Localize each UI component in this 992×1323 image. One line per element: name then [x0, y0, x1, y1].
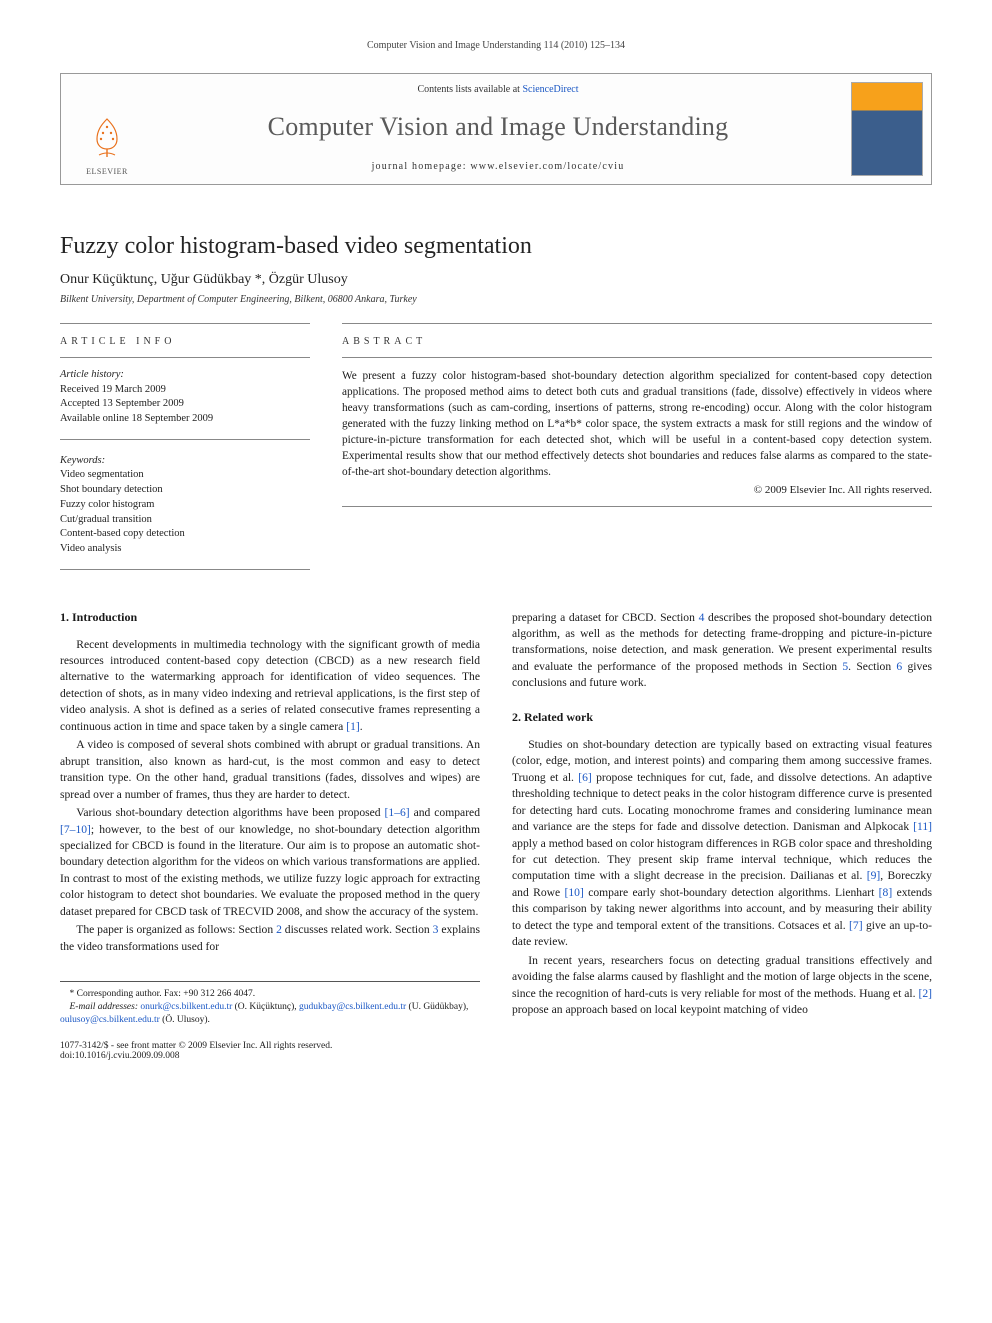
keyword-item: Cut/gradual transition [60, 513, 310, 528]
journal-cover-thumbnail [851, 82, 923, 176]
journal-title: Computer Vision and Image Understanding [161, 112, 835, 142]
footnotes-block: * Corresponding author. Fax: +90 312 266… [60, 981, 480, 1026]
body-paragraph: preparing a dataset for CBCD. Section 4 … [512, 610, 932, 692]
keyword-item: Fuzzy color histogram [60, 498, 310, 513]
elsevier-tree-icon [86, 115, 128, 165]
body-paragraph: In recent years, researchers focus on de… [512, 953, 932, 1019]
right-text-column: preparing a dataset for CBCD. Section 4 … [512, 610, 932, 1027]
front-matter-line: 1077-3142/$ - see front matter © 2009 El… [60, 1041, 332, 1051]
homepage-prefix: journal homepage: [372, 161, 471, 172]
article-info-column: ARTICLE INFO Article history: Received 1… [60, 323, 310, 570]
abstract-heading: ABSTRACT [342, 324, 932, 357]
body-paragraph: Various shot-boundary detection algorith… [60, 805, 480, 920]
abstract-column: ABSTRACT We present a fuzzy color histog… [342, 323, 932, 570]
citation-link[interactable]: [7–10] [60, 823, 91, 836]
keywords-label: Keywords: [60, 454, 310, 469]
citation-link[interactable]: [8] [879, 886, 893, 899]
abstract-text: We present a fuzzy color histogram-based… [342, 358, 932, 480]
citation-link[interactable]: [11] [913, 820, 932, 833]
homepage-url: www.elsevier.com/locate/cviu [470, 161, 624, 172]
history-received: Received 19 March 2009 [60, 383, 310, 398]
sciencedirect-link[interactable]: ScienceDirect [522, 84, 578, 95]
body-paragraph: Studies on shot-boundary detection are t… [512, 737, 932, 951]
section-1-heading: 1. Introduction [60, 610, 480, 625]
body-paragraph: Recent developments in multimedia techno… [60, 637, 480, 736]
email-link[interactable]: onurk@cs.bilkent.edu.tr [140, 1002, 232, 1012]
abstract-copyright: © 2009 Elsevier Inc. All rights reserved… [342, 484, 932, 496]
email-addresses-note: E-mail addresses: onurk@cs.bilkent.edu.t… [60, 1001, 480, 1027]
email-link[interactable]: gudukbay@cs.bilkent.edu.tr [299, 1002, 406, 1012]
journal-masthead: ELSEVIER Contents lists available at Sci… [60, 73, 932, 185]
keyword-item: Video segmentation [60, 468, 310, 483]
history-accepted: Accepted 13 September 2009 [60, 397, 310, 412]
citation-link[interactable]: [10] [565, 886, 584, 899]
section-2-heading: 2. Related work [512, 710, 932, 725]
citation-link[interactable]: [1] [346, 720, 360, 733]
page-footer: 1077-3142/$ - see front matter © 2009 El… [60, 1041, 932, 1061]
corresponding-author-note: * Corresponding author. Fax: +90 312 266… [60, 988, 480, 1001]
journal-cover-block [843, 74, 931, 184]
citation-link[interactable]: [7] [849, 919, 863, 932]
journal-homepage-line: journal homepage: www.elsevier.com/locat… [161, 161, 835, 172]
email-link[interactable]: oulusoy@cs.bilkent.edu.tr [60, 1015, 160, 1025]
left-text-column: 1. Introduction Recent developments in m… [60, 610, 480, 1027]
paper-title: Fuzzy color histogram-based video segmen… [60, 233, 932, 260]
citation-link[interactable]: [2] [918, 987, 932, 1000]
running-head: Computer Vision and Image Understanding … [60, 40, 932, 51]
history-label: Article history: [60, 368, 310, 383]
keyword-item: Content-based copy detection [60, 527, 310, 542]
article-info-heading: ARTICLE INFO [60, 324, 310, 357]
contents-prefix: Contents lists available at [417, 84, 522, 95]
body-paragraph: The paper is organized as follows: Secti… [60, 922, 480, 955]
authors-line: Onur Küçüktunç, Uğur Güdükbay *, Özgür U… [60, 272, 932, 288]
citation-link[interactable]: [9] [867, 869, 881, 882]
history-online: Available online 18 September 2009 [60, 412, 310, 427]
body-paragraph: A video is composed of several shots com… [60, 737, 480, 803]
keyword-item: Shot boundary detection [60, 483, 310, 498]
publisher-logo-block: ELSEVIER [61, 74, 153, 184]
contents-available-line: Contents lists available at ScienceDirec… [161, 84, 835, 95]
publisher-name: ELSEVIER [86, 167, 128, 176]
keyword-item: Video analysis [60, 542, 310, 557]
doi-line: doi:10.1016/j.cviu.2009.09.008 [60, 1051, 332, 1061]
affiliation: Bilkent University, Department of Comput… [60, 294, 932, 305]
citation-link[interactable]: [6] [578, 771, 592, 784]
citation-link[interactable]: [1–6] [385, 806, 410, 819]
